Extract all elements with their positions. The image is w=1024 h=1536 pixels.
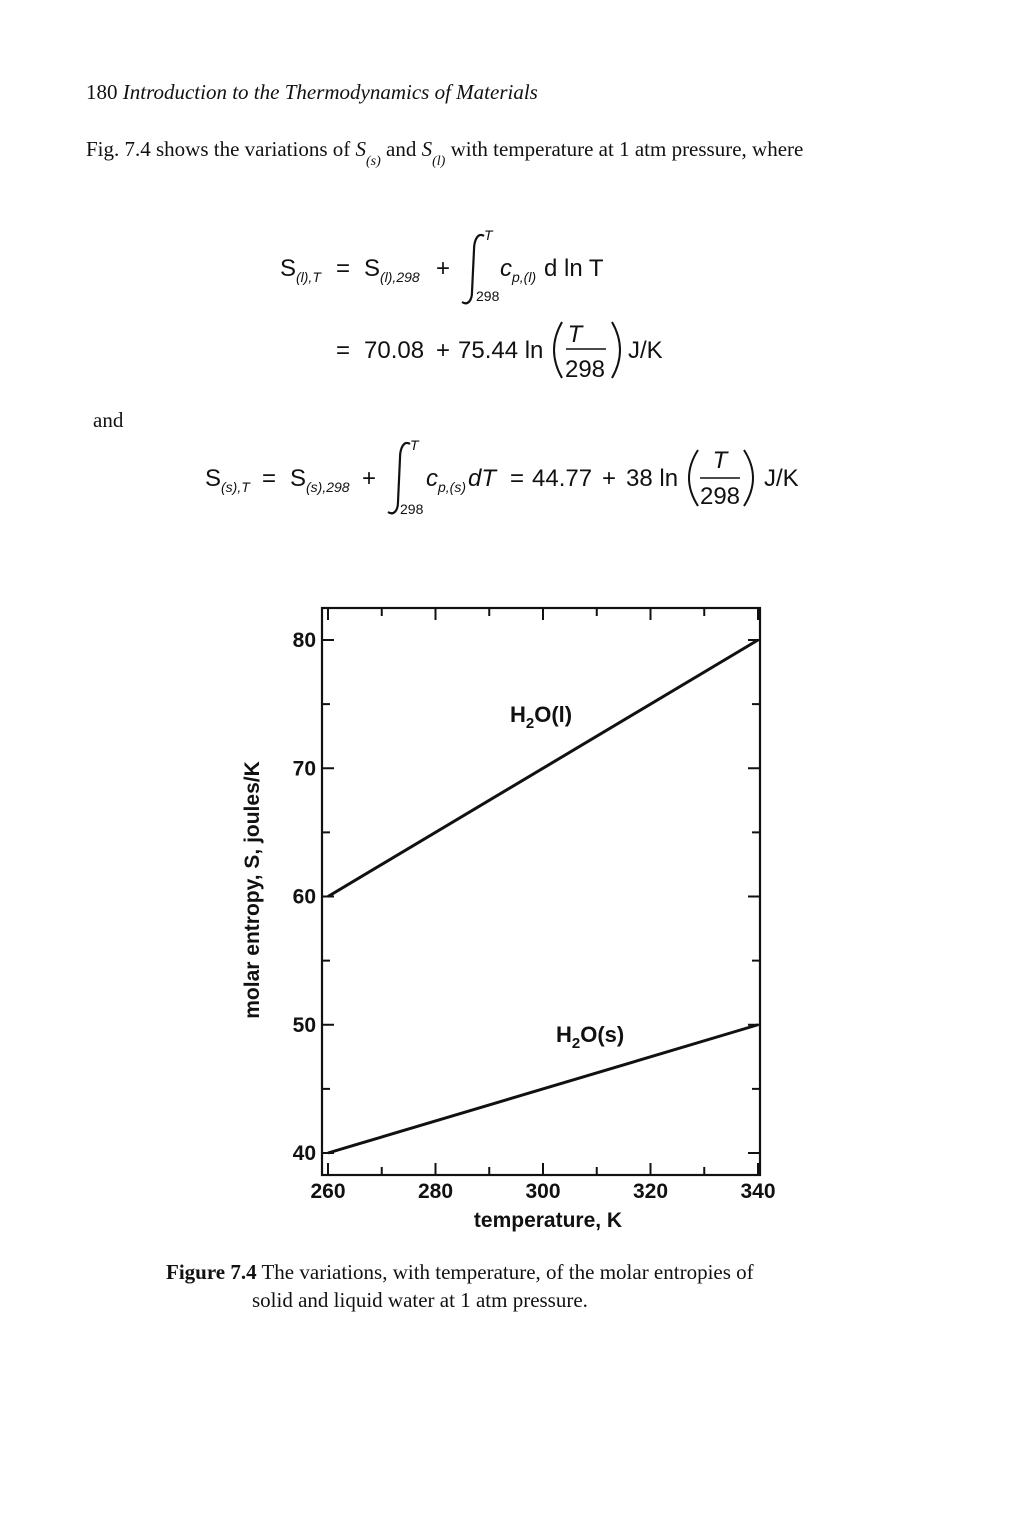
eq-s-b: 38 ln	[626, 465, 678, 492]
integral-sign-icon	[461, 233, 485, 305]
eq-l-integrand: c	[500, 255, 512, 282]
caption-label: Figure 7.4	[166, 1260, 257, 1284]
symbol-s-liquid-sub: (l)	[432, 154, 446, 170]
eq-s-lhs: S	[205, 465, 221, 492]
eq-l-upper: T	[484, 227, 494, 243]
integral-sign-icon	[387, 441, 411, 515]
eq-s-differential: dT	[468, 465, 498, 492]
eq-l-plus: +	[436, 255, 450, 282]
running-header: 180 Introduction to the Thermodynamics o…	[86, 80, 538, 105]
eq-s-unit: J/K	[764, 465, 799, 492]
eq-s-integrand: c	[426, 465, 438, 492]
eq-l-integrand-sub: p,(l)	[511, 269, 536, 285]
y-tick-label: 40	[293, 1142, 316, 1165]
eq-s-ref: S	[290, 465, 306, 492]
eq-l2-unit: J/K	[628, 337, 663, 364]
eq-s-frac-num: T	[713, 447, 730, 474]
eq-l-lhs: S	[280, 255, 296, 282]
x-tick-label: 300	[525, 1180, 560, 1203]
eq-s-integrand-sub: p,(s)	[437, 479, 466, 495]
equation-solid: S (s),T = S (s),298 + T 298 c p,(s) dT =…	[205, 437, 799, 517]
left-paren-icon	[688, 449, 699, 507]
y-tick-label: 80	[293, 629, 316, 652]
eq-l-ref-sub: (l),298	[380, 269, 420, 285]
eq-s-a: 44.77	[532, 465, 592, 492]
eq-l2-frac-num: T	[568, 321, 585, 348]
x-tick-label: 260	[310, 1180, 345, 1203]
eq-s-lhs-sub: (s),T	[221, 479, 251, 495]
book-title: Introduction to the Thermodynamics of Ma…	[122, 80, 538, 104]
page-number: 180	[86, 80, 118, 104]
series-label: H2O(s)	[556, 1022, 624, 1052]
series-line	[327, 638, 759, 898]
eq-l2-frac-den: 298	[565, 356, 605, 383]
y-tick-label: 50	[293, 1014, 316, 1037]
x-axis-label: temperature, K	[474, 1209, 622, 1232]
eq-l2-a: 70.08	[364, 337, 424, 364]
right-paren-icon	[743, 449, 754, 507]
eq-l2-eq: =	[336, 337, 350, 364]
x-tick-label: 340	[740, 1180, 775, 1203]
y-tick-label: 60	[293, 886, 316, 909]
plot-frame	[320, 606, 762, 1177]
eq-l-lhs-sub: (l),T	[296, 269, 322, 285]
intro-paragraph: Fig. 7.4 shows the variations of S(s) an…	[86, 137, 804, 170]
equation-liquid: S (l),T = S (l),298 + T 298 c p,(l) d ln…	[280, 227, 663, 383]
eq-l-lower: 298	[476, 288, 500, 304]
eq-l-eq: =	[336, 255, 350, 282]
symbol-s-liquid: S	[421, 137, 433, 161]
intro-text-after: with temperature at 1 atm pressure, wher…	[450, 137, 804, 161]
eq-l-ref: S	[364, 255, 380, 282]
eq-l2-b: 75.44 ln	[458, 337, 543, 364]
y-tick-label: 70	[293, 757, 316, 780]
eq-l2-plus: +	[436, 337, 450, 364]
figure-caption: Figure 7.4 The variations, with temperat…	[166, 1258, 866, 1314]
eq-s-frac-den: 298	[700, 483, 740, 510]
eq-s-eq: =	[262, 465, 276, 492]
intro-text-before: Fig. 7.4 shows the variations of	[86, 137, 351, 161]
eq-s-eq2: =	[510, 465, 524, 492]
eq-s-plus2: +	[602, 465, 616, 492]
series-line	[327, 1023, 759, 1155]
and-word: and	[93, 408, 124, 432]
series-label: H2O(l)	[510, 702, 572, 732]
x-tick-label: 280	[418, 1180, 453, 1203]
left-paren-icon	[553, 321, 563, 379]
eq-l-differential: d ln T	[544, 255, 604, 282]
caption-text-line1: The variations, with temperature, of the…	[261, 1260, 754, 1284]
eq-s-lower: 298	[400, 501, 424, 517]
x-tick-label: 320	[633, 1180, 668, 1203]
y-axis-label: molar entropy, S, joules/K	[241, 761, 264, 1019]
right-paren-icon	[611, 321, 621, 379]
eq-s-ref-sub: (s),298	[306, 479, 350, 495]
symbol-s-solid: S	[355, 137, 366, 161]
caption-text-line2: solid and liquid water at 1 atm pressure…	[252, 1288, 588, 1312]
eq-s-upper: T	[410, 437, 420, 453]
eq-s-plus: +	[362, 465, 376, 492]
symbol-s-solid-sub: (s)	[365, 154, 381, 170]
intro-text-mid: and	[386, 137, 417, 161]
